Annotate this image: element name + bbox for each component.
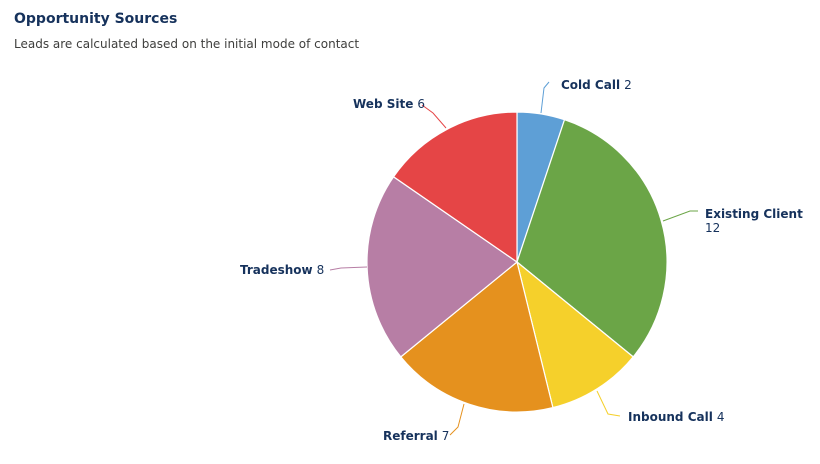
leader-line-cold-call [540, 81, 550, 114]
data-label-tradeshow: Tradeshow 8 [240, 263, 324, 277]
data-label-value: 2 [624, 78, 632, 92]
pie-slice-existing-client[interactable] [516, 118, 668, 358]
data-label-inbound-call: Inbound Call 4 [628, 410, 724, 424]
chart-subtitle: Leads are calculated based on the initia… [14, 37, 360, 51]
data-label-name: Tradeshow [240, 263, 313, 277]
pie-slice-web-site[interactable] [392, 111, 518, 264]
pie-slice-tradeshow[interactable] [366, 175, 518, 358]
data-label-value: 8 [317, 263, 325, 277]
leader-line-web-site [421, 104, 447, 129]
leader-line-referral [449, 403, 465, 436]
pie-slice-referral[interactable] [399, 260, 554, 413]
chart-header: Opportunity Sources Leads are calculated… [14, 10, 359, 52]
data-label-value: 7 [442, 429, 450, 443]
data-label-value: 6 [417, 97, 425, 111]
leader-line-existing-client [662, 210, 698, 222]
chart-title: Opportunity Sources [14, 11, 178, 27]
data-label-existing-client: Existing Client 12 [705, 207, 803, 235]
leader-line-inbound-call [596, 390, 621, 417]
data-label-value: 4 [717, 410, 725, 424]
data-label-value: 12 [705, 221, 720, 235]
data-label-cold-call: Cold Call 2 [561, 78, 632, 92]
data-label-name: Existing Client [705, 207, 803, 221]
data-label-name: Cold Call [561, 78, 620, 92]
data-label-name: Inbound Call [628, 410, 713, 424]
pie-slice-inbound-call[interactable] [515, 260, 635, 409]
data-label-web-site: Web Site 6 [353, 97, 425, 111]
data-label-referral: Referral 7 [383, 429, 449, 443]
leader-line-tradeshow [329, 266, 368, 271]
data-label-name: Web Site [353, 97, 413, 111]
data-label-name: Referral [383, 429, 438, 443]
